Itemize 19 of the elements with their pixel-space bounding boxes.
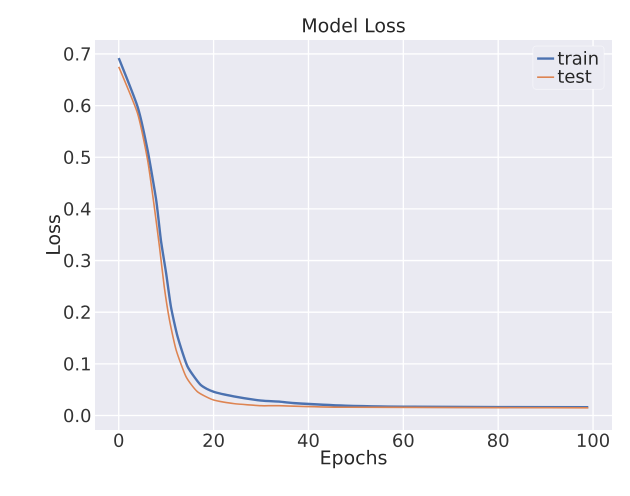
legend-label: test (558, 70, 592, 83)
x-tick-label: 0 (114, 434, 124, 448)
y-tick-label: 0.6 (64, 98, 90, 112)
y-tick-label: 0.1 (64, 357, 90, 371)
chart-title: Model Loss (303, 18, 405, 32)
y-axis-title: Loss (46, 215, 60, 254)
y-tick-label: 0.2 (64, 305, 90, 319)
x-tick-label: 60 (393, 434, 414, 448)
x-tick-label: 20 (203, 434, 224, 448)
x-tick-label: 100 (578, 434, 609, 448)
y-tick-label: 0.0 (64, 408, 90, 422)
x-axis-title: Epochs (321, 450, 387, 468)
y-tick-label: 0.3 (64, 254, 90, 268)
y-tick-label: 0.7 (64, 47, 90, 61)
legend-label: train (558, 51, 598, 65)
x-tick-label: 40 (298, 434, 319, 448)
x-tick-label: 80 (488, 434, 508, 448)
y-tick-label: 0.4 (64, 202, 90, 216)
y-tick-label: 0.5 (64, 150, 90, 164)
